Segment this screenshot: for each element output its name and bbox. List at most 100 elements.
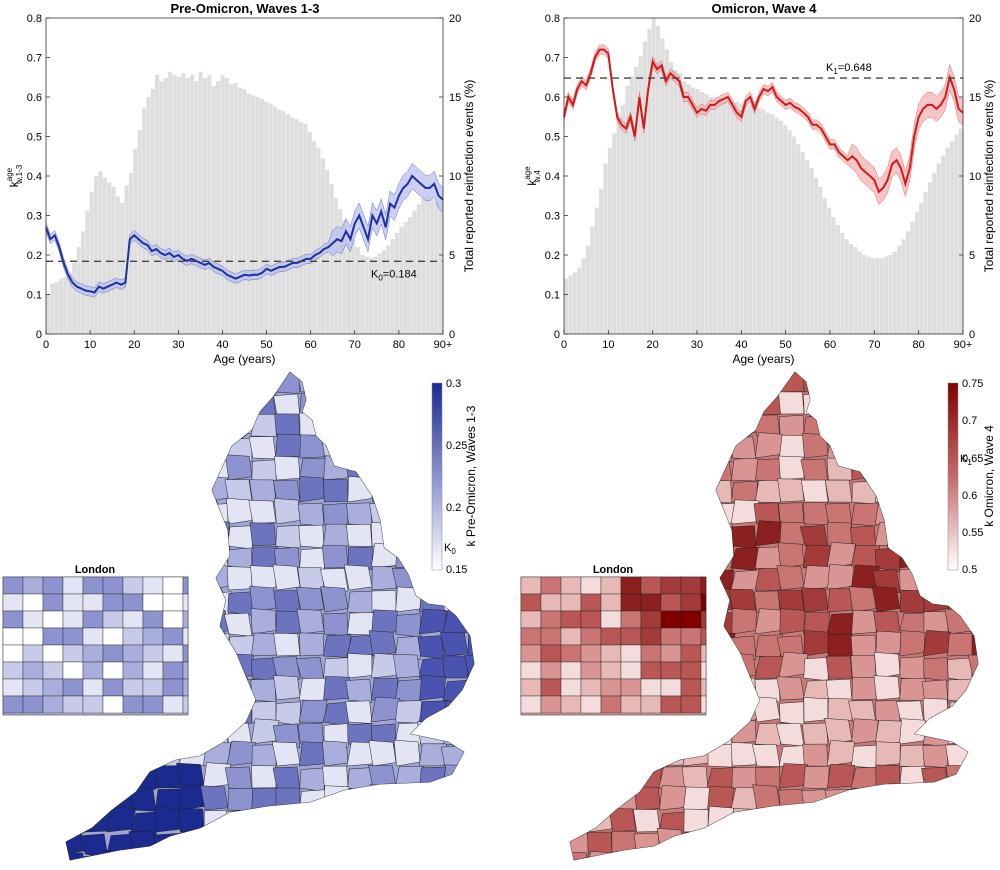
map-region <box>66 481 85 506</box>
map-region <box>946 850 977 860</box>
inset-region <box>82 695 104 714</box>
london-inset: London <box>520 564 707 716</box>
map-region <box>707 805 734 833</box>
map-region <box>127 720 157 745</box>
histogram-bar <box>831 217 836 334</box>
colorbar-tick: 0.5 <box>962 564 977 576</box>
map-region <box>442 722 471 746</box>
map-region <box>369 783 397 811</box>
inset-region <box>540 661 562 680</box>
map-region <box>370 833 397 858</box>
map-region <box>200 721 229 745</box>
map-region <box>322 765 349 789</box>
map-region <box>586 457 613 481</box>
map-region <box>83 458 110 483</box>
map-region <box>631 503 661 529</box>
map-region <box>346 414 376 438</box>
map-region <box>947 633 974 657</box>
histogram-bar <box>743 103 748 334</box>
map-region <box>440 631 469 657</box>
colorbar-tick: 0.25 <box>446 440 467 452</box>
map-region <box>370 543 399 569</box>
map-region <box>395 700 422 724</box>
map-region <box>944 608 973 635</box>
inset-region <box>540 576 562 595</box>
histogram-bar <box>761 109 766 334</box>
map-region <box>923 477 950 503</box>
map-region <box>659 392 685 416</box>
map-region <box>706 701 733 727</box>
x-tick-label: 10 <box>602 339 614 351</box>
inset-region <box>102 678 124 697</box>
histogram-bar <box>713 97 718 334</box>
map-region <box>275 610 301 635</box>
map-region <box>849 391 877 415</box>
map-region <box>154 372 181 393</box>
histogram-bar <box>72 262 77 334</box>
histogram-bar <box>621 104 626 335</box>
map-region <box>731 458 759 482</box>
map-region <box>393 739 421 767</box>
histogram-bar <box>59 278 64 334</box>
inset-region <box>700 610 707 629</box>
map-region <box>922 679 949 704</box>
map-region <box>418 566 448 591</box>
map-region <box>635 437 663 462</box>
histogram-bar <box>796 144 801 334</box>
y2-axis-label: Total reported reinfection events (%) <box>982 80 996 273</box>
map-region <box>923 657 949 682</box>
map-region <box>755 372 782 394</box>
histogram-bar <box>704 93 709 334</box>
y-tick-label: 0.1 <box>27 290 42 302</box>
map-region <box>570 455 589 481</box>
x-tick-label: 60 <box>305 339 317 351</box>
inset-region <box>680 695 702 714</box>
histogram-bar <box>224 78 229 334</box>
inset-region <box>600 576 622 595</box>
map-region <box>971 745 978 770</box>
map-region <box>418 700 447 724</box>
inset-region <box>122 593 144 612</box>
histogram-bar <box>246 93 251 334</box>
map-region <box>322 854 352 860</box>
map-region <box>152 833 181 858</box>
chart-title: Pre-Omicron, Waves 1-3 <box>170 1 319 16</box>
map-region <box>417 721 445 745</box>
inset-region <box>82 593 104 612</box>
map-region <box>299 741 327 767</box>
histogram-bar <box>651 18 656 334</box>
map-region <box>584 372 613 393</box>
histogram-bar <box>299 122 304 334</box>
histogram-bar <box>421 198 426 334</box>
y-tick-label: 0.4 <box>545 171 560 183</box>
histogram-bar <box>360 255 365 334</box>
map-region <box>394 832 421 857</box>
map-region <box>635 524 662 549</box>
map-region <box>824 788 853 813</box>
map-region <box>272 852 301 860</box>
histogram-bar <box>770 114 775 334</box>
histogram-bar <box>342 220 347 334</box>
y-tick-label: 0 <box>554 329 560 341</box>
map-region <box>323 479 349 503</box>
map-region <box>871 586 901 613</box>
inset-region <box>122 678 144 697</box>
histogram-bar <box>813 177 818 334</box>
map-region <box>201 545 229 569</box>
map-region <box>249 522 277 547</box>
map-region <box>970 393 978 418</box>
inset-region <box>580 661 602 680</box>
inset-region <box>680 610 702 629</box>
inset-region <box>580 610 602 629</box>
map-region <box>153 458 181 481</box>
histogram-bar <box>656 25 661 335</box>
inset-region <box>182 576 189 595</box>
map-region <box>226 740 256 767</box>
map-region <box>323 503 349 527</box>
inset-region <box>102 593 124 612</box>
map-region <box>657 478 685 503</box>
map-region <box>776 676 805 701</box>
map-region <box>131 766 157 790</box>
histogram-bar <box>390 239 395 334</box>
map-region <box>130 435 157 459</box>
